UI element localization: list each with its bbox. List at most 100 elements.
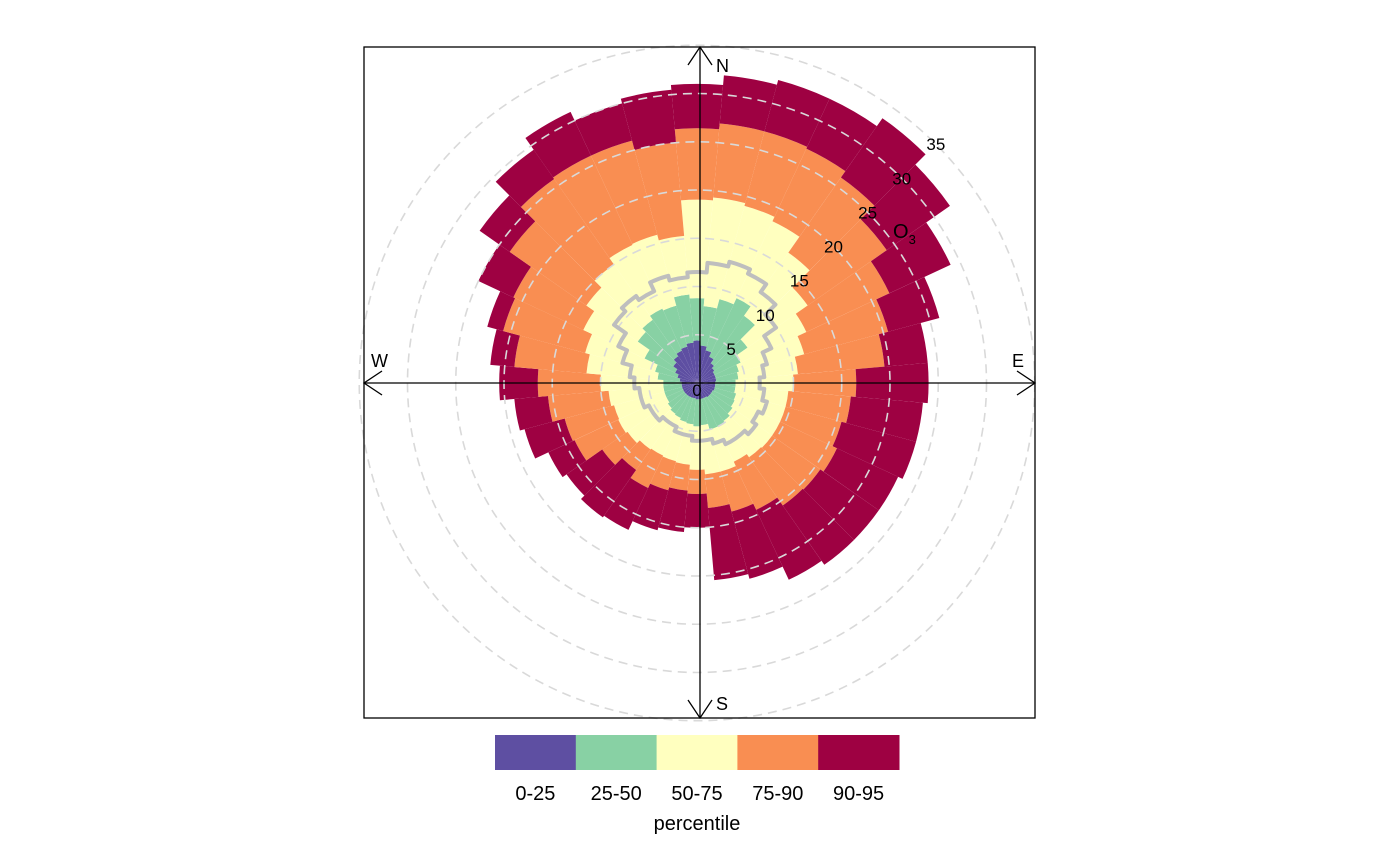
- petal-25-50-150deg: [703, 396, 725, 427]
- petal-75-90-10deg: [713, 123, 765, 204]
- petal-75-90-280deg: [514, 335, 590, 374]
- petal-25-50-120deg: [711, 390, 735, 407]
- petal-75-90-0deg: [674, 128, 720, 201]
- petal-25-50-280deg: [657, 372, 681, 382]
- petal-0-25-330deg: [676, 350, 697, 383]
- petal-75-90-180deg: [687, 469, 707, 494]
- petal-25-50-180deg: [693, 399, 701, 427]
- petal-75-90-170deg: [704, 471, 730, 508]
- petal-90-95-290deg: [487, 291, 516, 332]
- legend-swatch-75-90: [737, 735, 819, 770]
- petal-25-50-210deg: [674, 395, 691, 418]
- north-arrowhead: [687, 45, 713, 66]
- petal-25-50-80deg: [715, 372, 739, 382]
- petal-90-95-180deg: [684, 493, 710, 528]
- petal-25-50-10deg: [700, 306, 717, 347]
- petal-90-95-150deg: [756, 497, 822, 580]
- petal-50-75-140deg: [723, 415, 762, 458]
- petal-0-25-60deg: [697, 371, 715, 383]
- petal-25-50-320deg: [642, 319, 679, 360]
- petal-75-90-100deg: [785, 390, 851, 423]
- petal-90-95-190deg: [658, 487, 688, 533]
- petal-75-90-130deg: [761, 435, 821, 490]
- petal-0-25-0deg: [693, 340, 701, 383]
- legend-swatch-25-50: [575, 735, 658, 770]
- petal-50-75-80deg: [737, 356, 798, 380]
- petal-90-95-110deg: [832, 421, 917, 479]
- radial-tick-label-5: 5: [726, 340, 735, 359]
- petal-90-95-30deg: [806, 98, 877, 172]
- direction-label-s: S: [716, 694, 728, 714]
- petal-50-75-320deg: [594, 264, 653, 329]
- petal-50-75-40deg: [744, 252, 810, 325]
- legend-swatch-0-25: [495, 735, 577, 770]
- petal-90-95-170deg: [707, 504, 749, 581]
- petal-90-95-120deg: [823, 448, 899, 511]
- petal-0-25-180deg: [695, 383, 699, 400]
- petal-25-50-230deg: [667, 391, 687, 409]
- radial-tick-label-30: 30: [892, 169, 911, 188]
- petal-25-50-100deg: [714, 384, 736, 393]
- petal-75-90-40deg: [788, 177, 875, 271]
- petal-50-75-130deg: [727, 407, 773, 448]
- petal-0-25-320deg: [673, 356, 697, 383]
- petal-25-50-220deg: [670, 393, 689, 414]
- petal-90-95-10deg: [719, 75, 777, 132]
- petal-50-75-350deg: [658, 235, 690, 298]
- petal-25-50-130deg: [709, 392, 733, 414]
- petal-25-50-60deg: [712, 355, 741, 375]
- petal-0-25-210deg: [688, 383, 697, 397]
- mean-overlay: [611, 259, 779, 447]
- petal-50-75-200deg: [662, 419, 687, 462]
- petal-75-90-150deg: [733, 454, 778, 510]
- petal-25-50-350deg: [674, 294, 694, 344]
- petal-90-95-50deg: [860, 164, 950, 251]
- petal-90-95-240deg: [548, 440, 587, 478]
- petal-0-25-350deg: [686, 342, 697, 383]
- petal-0-25-200deg: [690, 383, 697, 398]
- pollutant-subscript: 3: [909, 232, 916, 247]
- west-arrowhead: [362, 370, 383, 396]
- petal-0-25-230deg: [684, 383, 697, 394]
- petal-90-95-260deg: [514, 396, 553, 431]
- legend-swatch-90-95: [818, 735, 900, 770]
- petal-0-25-280deg: [679, 378, 697, 383]
- petal-75-90-110deg: [780, 406, 842, 447]
- petal-90-95-250deg: [524, 418, 573, 459]
- petal-50-75-30deg: [736, 221, 800, 307]
- petal-0-25-120deg: [697, 383, 713, 393]
- petal-25-50-240deg: [666, 389, 685, 403]
- petal-50-75-160deg: [709, 426, 736, 472]
- petal-50-75-110deg: [733, 393, 786, 422]
- petal-0-25-70deg: [697, 374, 716, 383]
- petal-0-25-240deg: [683, 383, 697, 392]
- petal-25-50-20deg: [705, 299, 734, 353]
- petal-25-50-160deg: [701, 397, 718, 430]
- petal-25-50-50deg: [712, 339, 748, 371]
- petal-90-95-80deg: [878, 323, 928, 367]
- petal-25-50-260deg: [663, 384, 683, 392]
- petal-50-75-310deg: [586, 287, 646, 342]
- petal-0-25-80deg: [697, 378, 717, 383]
- pollutant-name: O: [893, 221, 909, 243]
- petal-75-90-80deg: [794, 334, 885, 375]
- petal-25-50-170deg: [698, 398, 708, 426]
- petal-50-75-20deg: [719, 205, 775, 305]
- petal-50-75-280deg: [586, 354, 659, 380]
- petal-50-75-290deg: [585, 334, 658, 372]
- petal-75-90-190deg: [669, 462, 690, 491]
- petal-90-95-320deg: [495, 149, 555, 207]
- direction-label-n: N: [716, 56, 729, 76]
- petal-90-95-70deg: [876, 276, 940, 332]
- petal-25-50-330deg: [649, 308, 682, 354]
- petal-90-95-160deg: [731, 503, 783, 579]
- petal-25-50-190deg: [686, 397, 696, 425]
- petal-90-95-210deg: [604, 477, 649, 530]
- petal-25-50-110deg: [713, 387, 737, 401]
- petal-25-50-140deg: [706, 395, 730, 421]
- legend-label-50-75: 50-75: [671, 783, 722, 805]
- petal-0-25-340deg: [681, 346, 697, 383]
- petal-75-90-330deg: [553, 155, 633, 259]
- petal-90-95-140deg: [782, 488, 854, 565]
